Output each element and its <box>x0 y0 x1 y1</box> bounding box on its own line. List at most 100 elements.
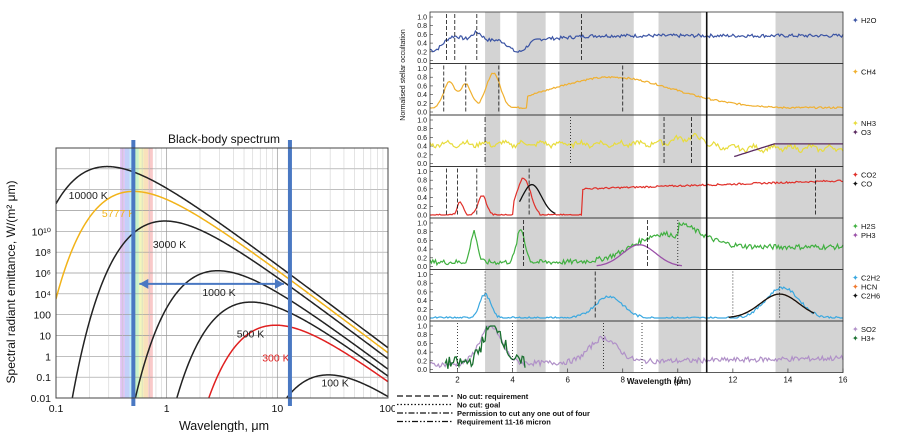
curve-label-500k: 500 K <box>237 329 264 341</box>
legend-marker: ✦ <box>852 222 859 231</box>
legend-label: H2O <box>861 16 877 25</box>
spectrum-h3plus <box>444 325 526 369</box>
spectrum-so2 <box>429 325 844 369</box>
y-tick-label: 0.0 <box>417 316 427 323</box>
plot-frame <box>55 147 389 399</box>
range-arrow-head-right <box>274 278 284 289</box>
y-tick-label: 0.1 <box>36 372 51 384</box>
curves-group <box>56 165 388 398</box>
y-tick-label: 0.8 <box>417 75 427 82</box>
y-tick-label: 0.8 <box>417 229 427 236</box>
curve-500k <box>176 301 388 398</box>
y-tick-label: 1.0 <box>417 66 427 73</box>
y-tick-label: 0.4 <box>417 247 427 254</box>
x-tick-label: 6 <box>565 376 570 385</box>
left-chart-xlabel: Wavelength, μm <box>179 419 269 432</box>
x-tick-label: 12 <box>728 376 737 385</box>
y-tick-label: 0.0 <box>417 58 427 65</box>
line-legend-label: Permission to cut any one out of four <box>457 409 590 418</box>
y-tick-label: 10⁸ <box>35 247 51 259</box>
y-tick-label: 0.8 <box>417 332 427 339</box>
y-tick-label: 100 <box>33 310 51 322</box>
y-tick-label: 10⁶ <box>35 268 51 280</box>
legend-marker: ✦ <box>852 119 859 128</box>
legend-marker: ✦ <box>852 68 859 77</box>
y-tick-label: 0.0 <box>417 367 427 374</box>
legend-marker: ✦ <box>852 16 859 25</box>
legend-label: HCN <box>861 283 877 292</box>
y-tick-label: 0.0 <box>417 213 427 220</box>
y-tick-label: 10¹⁰ <box>32 226 52 238</box>
gray-band <box>485 12 501 373</box>
legend-marker: ✦ <box>852 325 859 334</box>
curve-label-100k: 100 K <box>321 378 348 390</box>
legend-marker: ✦ <box>852 283 859 292</box>
right-chart-ylabel: Normalised stellar occultation <box>400 29 407 121</box>
legend-label: H3+ <box>861 334 876 343</box>
x-tick-label: 100 <box>379 403 395 415</box>
legend-marker: ✦ <box>852 231 859 240</box>
y-tick-label: 1.0 <box>417 324 427 331</box>
curve-label-5777k: 5777 K <box>102 208 135 220</box>
spectrum-h2o <box>429 29 844 53</box>
curve-label-3000k: 3000 K <box>153 239 186 251</box>
legend-marker: ✦ <box>852 128 859 137</box>
y-tick-label: 0.2 <box>417 101 427 108</box>
legend-label: CO <box>861 180 872 189</box>
right-chart-xlabel: Wavelength (μm) <box>627 377 691 386</box>
y-tick-label: 10 <box>39 331 51 343</box>
y-tick-label: 0.2 <box>417 307 427 314</box>
curve-label-10000k: 10000 K <box>69 190 108 202</box>
y-tick-label: 0.0 <box>417 161 427 168</box>
y-tick-label: 0.6 <box>417 238 427 245</box>
curve-3000k <box>71 220 388 398</box>
legend-marker: ✦ <box>852 274 859 283</box>
curve-300k <box>207 324 388 398</box>
legend-marker: ✦ <box>852 171 859 180</box>
y-tick-label: 0.01 <box>31 393 52 405</box>
y-tick-label: 0.4 <box>417 298 427 305</box>
legend-label: C2H2 <box>861 274 880 283</box>
line-legend-label: Requirement 11-16 micron <box>457 418 551 427</box>
y-tick-label: 0.4 <box>417 144 427 151</box>
y-tick-label: 0.4 <box>417 195 427 202</box>
curve-label-300k: 300 K <box>262 353 289 365</box>
y-tick-label: 0.8 <box>417 23 427 30</box>
curve-label-1000k: 1000 K <box>202 287 235 299</box>
x-tick-label: 16 <box>839 376 848 385</box>
y-tick-label: 1.0 <box>417 15 427 22</box>
y-tick-label: 0.6 <box>417 32 427 39</box>
spectrum-co <box>518 183 556 214</box>
x-tick-label: 4 <box>510 376 515 385</box>
y-tick-label: 0.2 <box>417 358 427 365</box>
spectrum-o3 <box>734 143 843 158</box>
y-tick-label: 0.8 <box>417 126 427 133</box>
y-tick-label: 1 <box>45 351 51 363</box>
y-tick-label: 10⁴ <box>35 289 51 301</box>
y-tick-label: 0.6 <box>417 341 427 348</box>
y-tick-label: 0.2 <box>417 152 427 159</box>
y-tick-label: 0.0 <box>417 110 427 117</box>
x-tick-label: 1 <box>164 403 170 415</box>
y-tick-label: 1.0 <box>417 169 427 176</box>
line-legend-label: No cut: requirement <box>457 392 529 401</box>
legend-label: CH4 <box>861 68 876 77</box>
line-legend-label: No cut: goal <box>457 401 500 410</box>
curve-10000k <box>56 165 388 349</box>
legend-label: SO2 <box>861 325 876 334</box>
occultation-chart: 0.00.20.40.60.81.0 ✦ H2O0.00.20.40.60.81.0… <box>397 11 880 427</box>
curve-100k <box>285 374 388 398</box>
y-tick-label: 0.6 <box>417 289 427 296</box>
spectrum-co2 <box>430 177 844 216</box>
panel-frame <box>429 320 844 373</box>
y-tick-label: 0.0 <box>417 264 427 271</box>
x-tick-label: 10 <box>673 376 682 385</box>
legend-marker: ✦ <box>852 180 859 189</box>
legend-marker: ✦ <box>852 334 859 343</box>
y-tick-label: 0.6 <box>417 135 427 142</box>
spectrum-c2h2 <box>430 286 844 319</box>
x-tick-label: 2 <box>455 376 460 385</box>
gray-band <box>775 12 843 373</box>
